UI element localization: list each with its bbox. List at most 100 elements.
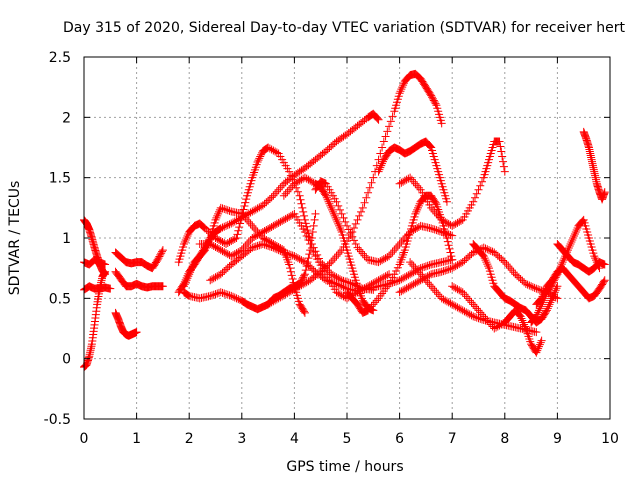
- data-point-arc-17: [371, 298, 380, 307]
- data-point-arc-14: [271, 296, 280, 305]
- data-point-arc-16: [348, 232, 357, 241]
- data-point-arc-15: [335, 221, 344, 230]
- data-point-arc-26: [600, 188, 609, 197]
- data-point-arc-10: [286, 267, 295, 276]
- data-point-arc-20: [413, 278, 422, 287]
- data-point-arc-13: [220, 266, 229, 275]
- data-point-arc-13: [421, 262, 430, 271]
- data-point-arc-13: [271, 244, 280, 253]
- data-point-arc-12: [337, 291, 346, 300]
- data-point-arc-11: [300, 271, 309, 280]
- data-point-arc-12: [272, 219, 281, 228]
- data-point-arc-13: [325, 277, 334, 286]
- data-point-arc-22: [534, 342, 543, 351]
- data-point-arc-11: [211, 290, 220, 299]
- data-point-arc-9: [257, 150, 266, 159]
- data-point-arc-11: [311, 209, 320, 218]
- data-point-arc-8: [215, 225, 224, 234]
- data-point-arc-9: [233, 230, 242, 239]
- data-point-arc-12: [229, 251, 238, 260]
- data-point-arc-9: [234, 226, 243, 235]
- data-point-arc-22: [462, 292, 471, 301]
- data-point-arc-19: [414, 183, 423, 192]
- data-point-arc-8: [255, 203, 264, 212]
- data-point-arc-17: [364, 306, 373, 315]
- data-point-arc-22: [465, 296, 474, 305]
- chart-title: Day 315 of 2020, Sidereal Day-to-day VTE…: [63, 20, 625, 36]
- data-point-arc-24: [591, 254, 600, 263]
- data-point-arc-20: [500, 258, 509, 267]
- data-point-arc-22: [448, 282, 457, 291]
- data-point-arc-6: [153, 255, 162, 264]
- data-point-arc-20: [439, 267, 448, 276]
- data-point-arc-23: [479, 252, 488, 261]
- data-point-arc-10: [287, 271, 296, 280]
- data-point-arc-12: [304, 236, 313, 245]
- data-point-arc-13: [274, 246, 283, 255]
- data-point-arc-17: [372, 296, 381, 305]
- data-point-arc-20: [525, 281, 534, 290]
- data-point-arc-20: [481, 244, 490, 253]
- data-point-arc-8: [248, 207, 257, 216]
- x-axis-label: GPS time / hours: [286, 459, 403, 475]
- data-point-arc-20: [528, 283, 537, 292]
- data-point-arc-21: [413, 266, 422, 275]
- data-point-arc-9: [296, 195, 305, 204]
- data-point-arc-6: [157, 249, 166, 258]
- data-point-arc-16: [353, 243, 362, 252]
- data-point-arc-10: [243, 215, 252, 224]
- data-point-arc-17: [446, 248, 455, 257]
- data-point-arc-10: [246, 219, 255, 228]
- data-point-arc-15: [306, 176, 315, 185]
- data-point-arc-8: [253, 204, 262, 213]
- data-point-arc-10: [184, 272, 193, 281]
- data-point-arc-14: [431, 99, 440, 108]
- data-point-arc-17: [414, 203, 423, 212]
- data-point-arc-9: [213, 235, 222, 244]
- data-point-arc-12: [279, 215, 288, 224]
- data-point-arc-13: [327, 278, 336, 287]
- data-point-arc-13: [304, 261, 313, 270]
- data-point-arc-22: [486, 320, 495, 329]
- data-point-arc-21: [453, 303, 462, 312]
- data-point-arc-6: [158, 246, 167, 255]
- data-point-arc-20: [442, 265, 451, 274]
- data-point-arc-19: [497, 147, 506, 156]
- data-point-arc-17: [442, 234, 451, 242]
- data-point-arc-9: [216, 237, 225, 246]
- data-point-arc-11: [308, 227, 317, 236]
- data-point-arc-22: [490, 324, 499, 333]
- data-point-arc-12: [230, 250, 239, 259]
- data-point-arc-12: [251, 231, 260, 240]
- data-point-arc-12: [286, 211, 295, 220]
- data-point-arc-13: [300, 258, 309, 267]
- data-point-arc-9: [235, 223, 244, 232]
- data-point-arc-12: [255, 229, 264, 238]
- data-point-arc-16: [332, 197, 341, 206]
- data-point-arc-12: [258, 227, 267, 236]
- data-point-arc-14: [360, 198, 369, 207]
- data-point-arc-21: [460, 307, 469, 316]
- data-point-arc-10: [185, 270, 194, 279]
- data-point-arc-10: [250, 223, 259, 232]
- data-point-arc-2: [106, 284, 115, 293]
- data-point-arc-13: [334, 280, 343, 289]
- data-point-arc-15: [286, 183, 295, 192]
- data-point-arc-14: [398, 83, 407, 92]
- data-point-arc-23: [542, 306, 551, 315]
- data-point-arc-13: [216, 270, 225, 279]
- data-point-arc-13: [400, 273, 409, 282]
- data-point-arc-15: [336, 225, 345, 234]
- data-point-arc-8: [271, 189, 280, 198]
- data-point-arc-21: [437, 294, 446, 303]
- data-point-arc-10: [220, 205, 229, 214]
- data-point-arc-13: [321, 276, 330, 285]
- data-point-arc-22: [470, 302, 479, 311]
- data-point-arc-13: [292, 253, 301, 262]
- data-point-arc-8: [264, 196, 273, 205]
- data-point-arc-9: [230, 235, 239, 244]
- data-point-arc-8: [274, 185, 283, 194]
- data-point-arc-9: [295, 191, 304, 200]
- data-point-arc-22: [481, 314, 490, 323]
- data-point-arc-16: [350, 236, 359, 245]
